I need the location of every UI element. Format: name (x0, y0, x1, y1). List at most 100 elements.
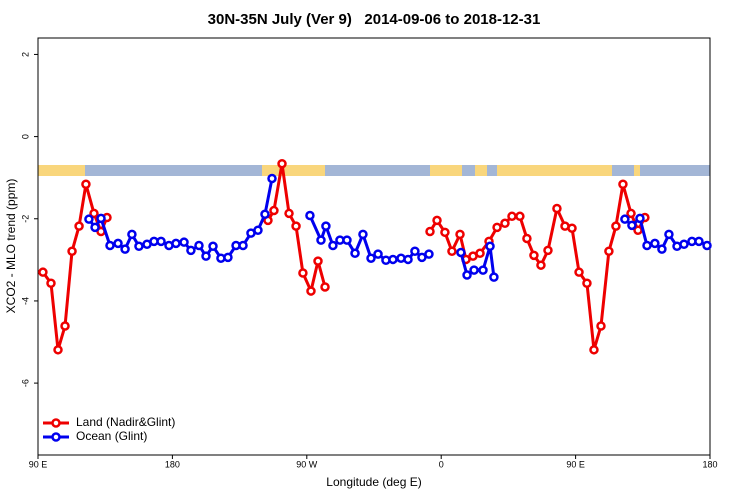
point (260, 209, 270, 219)
point (425, 226, 435, 237)
point (81, 179, 91, 190)
point (589, 345, 599, 355)
point (291, 221, 301, 231)
x-tick-label: 90 E (566, 459, 585, 469)
point (626, 208, 636, 219)
point (489, 272, 499, 282)
point (657, 244, 667, 254)
legend-label: Ocean (Glint) (76, 429, 147, 443)
y-axis-label: XCO2 - MLO trend (ppm) (4, 179, 18, 314)
point (543, 245, 553, 256)
point (120, 244, 130, 254)
y-tick-label: 0 (20, 134, 30, 139)
point (485, 241, 495, 252)
point (627, 220, 637, 231)
point (529, 250, 539, 261)
point (650, 238, 660, 249)
y-tick-label: 2 (20, 52, 30, 57)
legend-marker (51, 432, 61, 442)
point (679, 239, 689, 249)
point (410, 246, 420, 256)
point (53, 345, 63, 355)
point (522, 233, 532, 244)
point (238, 240, 248, 251)
point (208, 241, 218, 252)
point (664, 229, 674, 240)
point (596, 321, 606, 331)
point (567, 223, 577, 233)
point (313, 256, 323, 266)
point (582, 278, 592, 289)
point (373, 249, 383, 259)
point (38, 267, 48, 277)
point (611, 221, 621, 231)
point (618, 179, 628, 190)
point (328, 240, 338, 251)
point (702, 240, 712, 251)
point (179, 237, 189, 247)
point (105, 240, 115, 251)
point (306, 286, 316, 296)
point (358, 229, 368, 240)
x-tick-label: 90 E (29, 459, 48, 469)
point (305, 210, 315, 221)
point (478, 265, 488, 275)
point (194, 240, 204, 251)
point (432, 215, 442, 226)
point (253, 225, 263, 236)
point (507, 211, 517, 222)
point (96, 213, 106, 224)
point (424, 249, 434, 259)
point (284, 208, 294, 219)
point (84, 214, 94, 224)
point (455, 229, 465, 240)
point (127, 229, 137, 240)
x-tick-label: 180 (165, 459, 180, 469)
point (74, 221, 84, 231)
point (171, 238, 181, 249)
point (635, 213, 645, 224)
point (536, 260, 546, 270)
point (298, 268, 308, 278)
point (388, 254, 398, 265)
point (89, 208, 99, 219)
point (223, 252, 233, 263)
point (350, 248, 360, 259)
point (366, 253, 376, 263)
point (642, 240, 652, 251)
point (500, 218, 510, 229)
x-axis-label: Longitude (deg E) (326, 475, 421, 489)
point (186, 245, 196, 256)
point (403, 254, 413, 265)
point (447, 246, 457, 256)
point (60, 321, 70, 331)
y-tick-label: -4 (20, 297, 30, 305)
point (267, 173, 277, 184)
legend-marker (51, 418, 61, 428)
x-tick-label: 180 (702, 459, 717, 469)
point (620, 214, 630, 224)
point (456, 247, 466, 258)
land-ocean-mask (38, 165, 710, 176)
point (46, 278, 56, 289)
point (462, 270, 472, 280)
point (604, 246, 614, 256)
point (316, 235, 326, 245)
point (321, 221, 331, 231)
point (90, 222, 100, 233)
legend-label: Land (Nadir&Glint) (76, 415, 175, 429)
x-tick-label: 0 (439, 459, 444, 469)
y-tick-label: -6 (20, 379, 30, 387)
point (156, 236, 166, 247)
point (67, 246, 77, 256)
point (475, 248, 485, 259)
point (469, 265, 479, 275)
point (574, 267, 584, 277)
y-tick-label: -2 (20, 215, 30, 223)
x-tick-label: 90 W (296, 459, 318, 469)
series-line (41, 162, 647, 352)
point (694, 236, 704, 247)
point (492, 222, 502, 233)
point (320, 282, 330, 292)
